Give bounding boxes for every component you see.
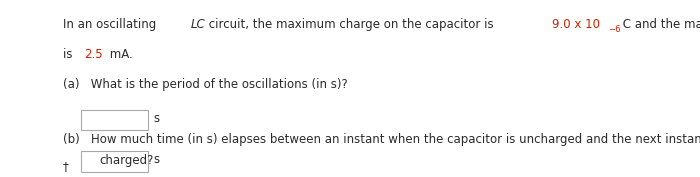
- Text: is: is: [63, 48, 76, 61]
- Text: LC: LC: [190, 18, 205, 31]
- Text: 2.5: 2.5: [84, 48, 103, 61]
- Text: C and the maximum current through the inductor: C and the maximum current through the in…: [619, 18, 700, 31]
- Text: (a)   What is the period of the oscillations (in s)?: (a) What is the period of the oscillatio…: [63, 78, 348, 91]
- Bar: [80, 110, 148, 130]
- Text: mA.: mA.: [106, 48, 132, 61]
- Text: In an oscillating: In an oscillating: [63, 18, 160, 31]
- Text: (b)   How much time (in s) elapses between an instant when the capacitor is unch: (b) How much time (in s) elapses between…: [63, 133, 700, 146]
- Text: s: s: [153, 112, 160, 124]
- Text: s: s: [153, 153, 160, 166]
- Text: circuit, the maximum charge on the capacitor is: circuit, the maximum charge on the capac…: [204, 18, 497, 31]
- Text: charged?: charged?: [99, 154, 154, 167]
- Text: 9.0 x 10: 9.0 x 10: [552, 18, 600, 31]
- Text: −6: −6: [608, 25, 621, 34]
- Bar: [80, 151, 148, 172]
- Text: †: †: [63, 161, 69, 173]
